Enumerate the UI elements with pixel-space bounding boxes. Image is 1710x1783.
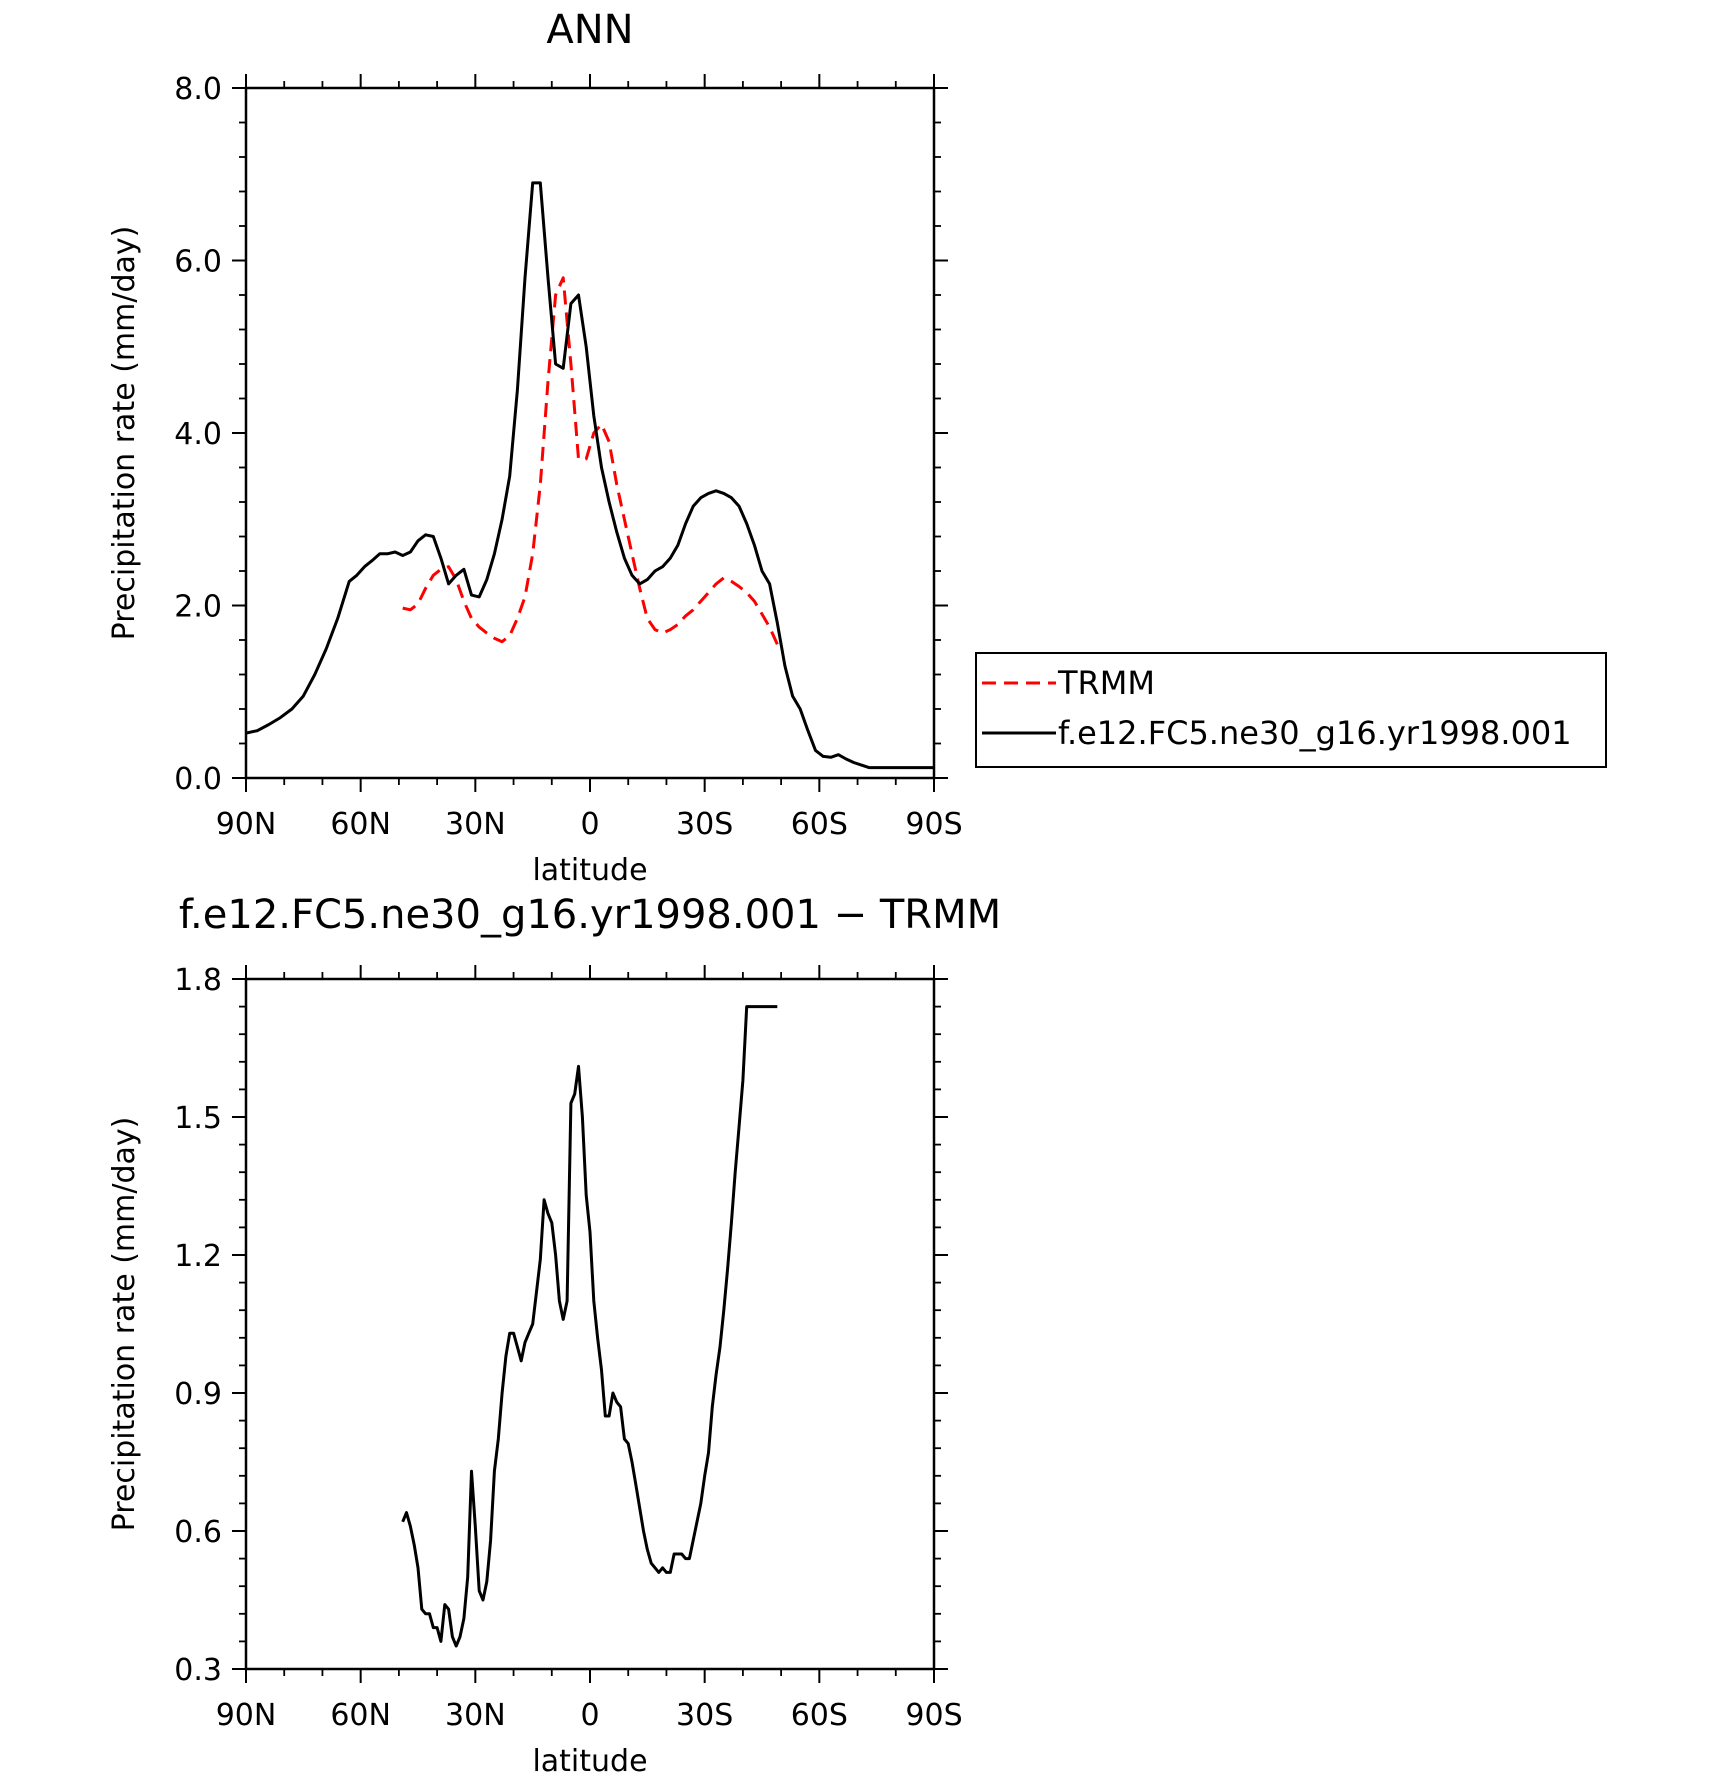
legend-box (975, 652, 1607, 768)
legend-label-0: TRMM (1057, 664, 1155, 702)
y-tick-label: 0.6 (174, 1515, 222, 1550)
chart-title: f.e12.FC5.ne30_g16.yr1998.001 − TRMM (179, 892, 1001, 938)
plot-frame (244, 86, 936, 780)
series-line-0 (401, 1005, 778, 1648)
series-line-0 (402, 276, 779, 645)
x-tick-label: 30N (445, 807, 506, 842)
x-tick-label: 90N (216, 1698, 277, 1733)
x-tick-label: 60S (791, 807, 848, 842)
x-tick-label: 30S (676, 807, 733, 842)
y-tick-label: 8.0 (174, 72, 222, 107)
y-tick-label: 1.8 (174, 963, 222, 998)
difference-panel: f.e12.FC5.ne30_g16.yr1998.001 − TRMM 90N 6… (107, 892, 1001, 1779)
y-tick-label: 2.0 (174, 590, 222, 625)
y-tick-label: 0.0 (174, 762, 222, 797)
y-tick-label: 1.5 (174, 1101, 222, 1136)
plot-frame (244, 977, 936, 1671)
x-tick-label: 60N (330, 1698, 391, 1733)
x-tick-label: 60N (330, 807, 391, 842)
chart-title: ANN (546, 7, 633, 53)
y-axis-label: Precipitation rate (mm/day) (107, 226, 142, 641)
x-axis-label: latitude (532, 853, 647, 888)
x-axis-label: latitude (532, 1744, 647, 1779)
y-tick-label: 6.0 (174, 245, 222, 280)
series-line-1 (245, 181, 934, 770)
x-tick-label: 60S (791, 1698, 848, 1733)
x-tick-label: 90S (905, 1698, 962, 1733)
legend: TRMM f.e12.FC5.ne30_g16.yr1998.001 (975, 652, 1607, 768)
y-tick-label: 0.9 (174, 1377, 222, 1412)
y-axis-label: Precipitation rate (mm/day) (107, 1117, 142, 1532)
x-tick-label: 90N (216, 807, 277, 842)
legend-label-1: f.e12.FC5.ne30_g16.yr1998.001 (1058, 714, 1572, 752)
x-tick-label: 0 (580, 1698, 599, 1733)
x-tick-label: 30S (676, 1698, 733, 1733)
annual-mean-panel: ANN 90N 60N 30N 0 30S 60S 90S 0.0 2.0 4.0 6.0 8.0 lat… (107, 7, 1607, 888)
y-tick-label: 0.3 (174, 1653, 222, 1688)
x-tick-label: 0 (580, 807, 599, 842)
y-tick-label: 4.0 (174, 417, 222, 452)
x-tick-label: 90S (905, 807, 962, 842)
y-tick-label: 1.2 (174, 1239, 222, 1274)
x-tick-label: 30N (445, 1698, 506, 1733)
